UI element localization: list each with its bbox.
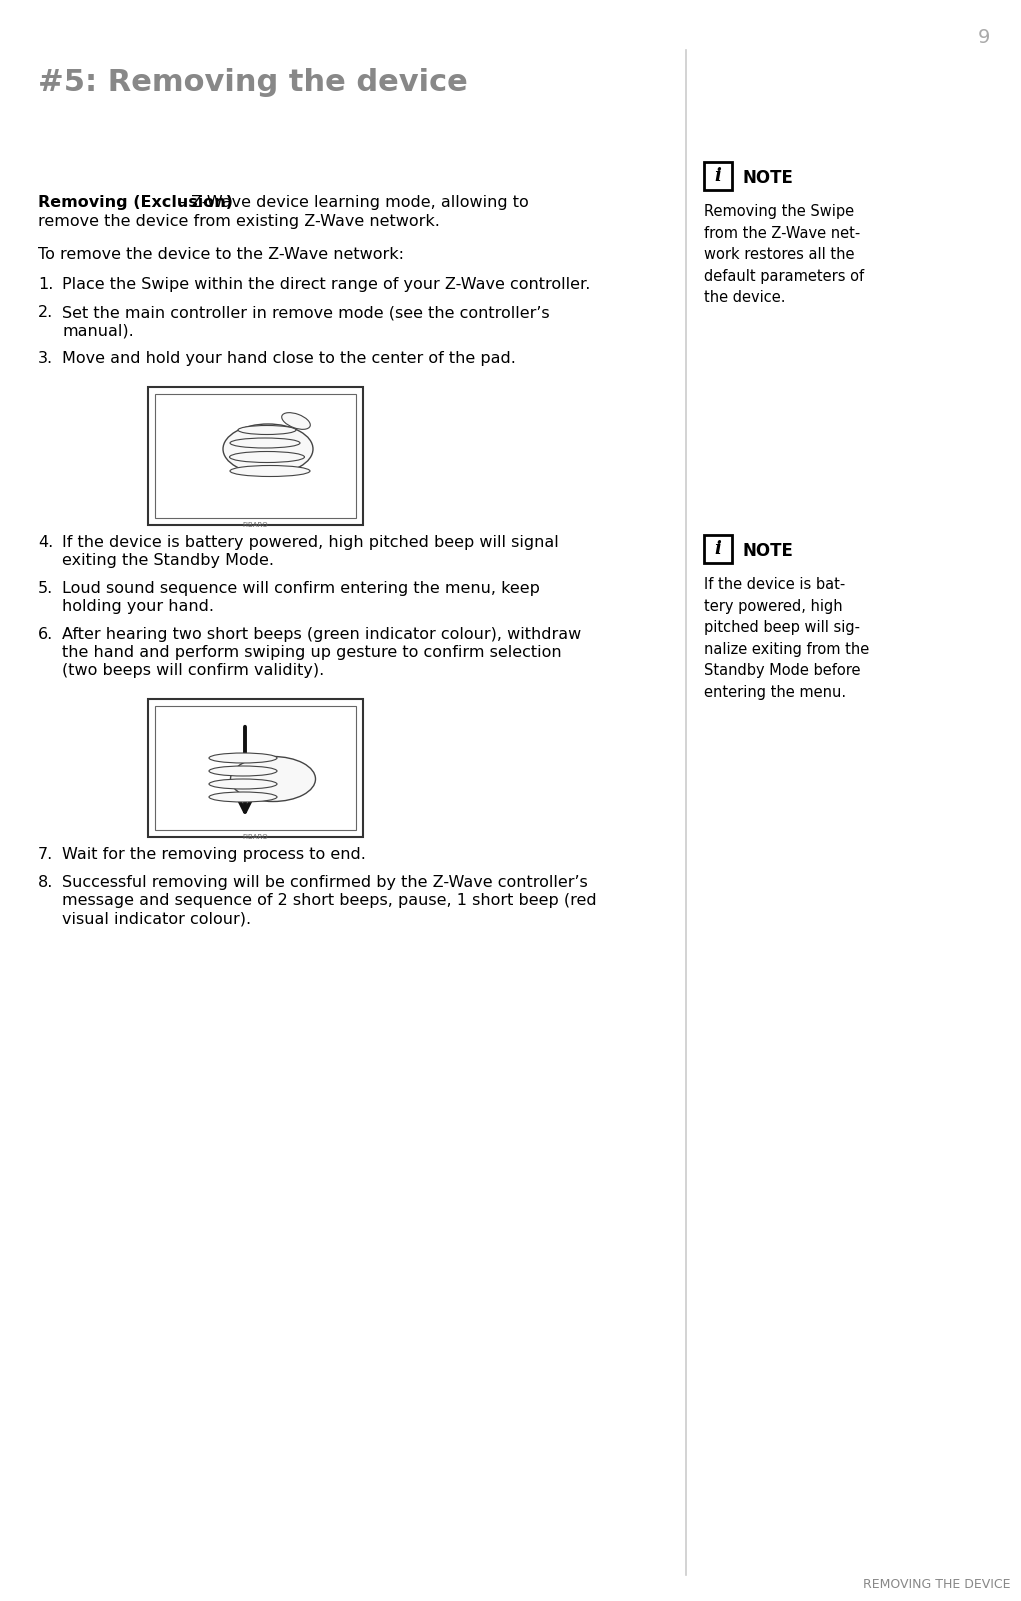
- Text: To remove the device to the Z-Wave network:: To remove the device to the Z-Wave netwo…: [38, 247, 404, 263]
- Text: 3.: 3.: [38, 351, 53, 367]
- Text: If the device is battery powered, high pitched beep will signal: If the device is battery powered, high p…: [62, 535, 558, 551]
- Ellipse shape: [223, 424, 313, 474]
- Text: 8.: 8.: [38, 876, 53, 890]
- Text: Place the Swipe within the direct range of your Z-Wave controller.: Place the Swipe within the direct range …: [62, 277, 590, 291]
- Text: Wait for the removing process to end.: Wait for the removing process to end.: [62, 847, 366, 861]
- Text: Removing (Exclusion): Removing (Exclusion): [38, 195, 233, 210]
- Bar: [155, 706, 356, 829]
- Text: NOTE: NOTE: [742, 543, 793, 560]
- Text: After hearing two short beeps (green indicator colour), withdraw: After hearing two short beeps (green ind…: [62, 628, 581, 642]
- Text: If the device is bat-
tery powered, high
pitched beep will sig-
nalize exiting f: If the device is bat- tery powered, high…: [704, 576, 869, 700]
- Text: 7.: 7.: [38, 847, 53, 861]
- Text: Move and hold your hand close to the center of the pad.: Move and hold your hand close to the cen…: [62, 351, 516, 367]
- Ellipse shape: [209, 792, 277, 802]
- Text: REMOVING THE DEVICE: REMOVING THE DEVICE: [863, 1579, 1010, 1591]
- Text: Removing the Swipe
from the Z-Wave net-
work restores all the
default parameters: Removing the Swipe from the Z-Wave net- …: [704, 203, 864, 306]
- Text: Loud sound sequence will confirm entering the menu, keep: Loud sound sequence will confirm enterin…: [62, 581, 540, 596]
- Bar: [148, 700, 363, 837]
- Ellipse shape: [209, 752, 277, 764]
- Text: 5.: 5.: [38, 581, 53, 596]
- Text: the hand and perform swiping up gesture to confirm selection: the hand and perform swiping up gesture …: [62, 645, 562, 660]
- Ellipse shape: [230, 439, 300, 448]
- Text: 2.: 2.: [38, 306, 53, 320]
- Text: FIBARO: FIBARO: [242, 834, 268, 841]
- Bar: [148, 387, 363, 525]
- Ellipse shape: [238, 426, 296, 434]
- Text: 9: 9: [978, 27, 990, 46]
- Text: visual indicator colour).: visual indicator colour).: [62, 911, 251, 925]
- Text: 1.: 1.: [38, 277, 53, 291]
- Text: message and sequence of 2 short beeps, pause, 1 short beep (red: message and sequence of 2 short beeps, p…: [62, 893, 596, 908]
- Text: #5: Removing the device: #5: Removing the device: [38, 67, 468, 98]
- Text: i: i: [715, 540, 722, 559]
- Bar: [704, 535, 732, 564]
- Ellipse shape: [230, 451, 304, 463]
- Text: remove the device from existing Z-Wave network.: remove the device from existing Z-Wave n…: [38, 215, 440, 229]
- Ellipse shape: [282, 413, 310, 429]
- Text: NOTE: NOTE: [742, 170, 793, 187]
- Ellipse shape: [209, 765, 277, 776]
- Text: exiting the Standby Mode.: exiting the Standby Mode.: [62, 552, 274, 568]
- Ellipse shape: [230, 466, 310, 477]
- Text: manual).: manual).: [62, 323, 134, 338]
- Bar: [704, 162, 732, 191]
- Ellipse shape: [231, 757, 315, 802]
- Text: 4.: 4.: [38, 535, 53, 551]
- Bar: [155, 394, 356, 519]
- Text: 6.: 6.: [38, 628, 53, 642]
- Text: Set the main controller in remove mode (see the controller’s: Set the main controller in remove mode (…: [62, 306, 549, 320]
- Text: (two beeps will confirm validity).: (two beeps will confirm validity).: [62, 663, 325, 677]
- Text: holding your hand.: holding your hand.: [62, 599, 214, 615]
- Ellipse shape: [209, 780, 277, 789]
- Text: - Z-Wave device learning mode, allowing to: - Z-Wave device learning mode, allowing …: [175, 195, 529, 210]
- Text: Successful removing will be confirmed by the Z-Wave controller’s: Successful removing will be confirmed by…: [62, 876, 588, 890]
- Text: FIBARO: FIBARO: [242, 522, 268, 528]
- Text: i: i: [715, 167, 722, 186]
